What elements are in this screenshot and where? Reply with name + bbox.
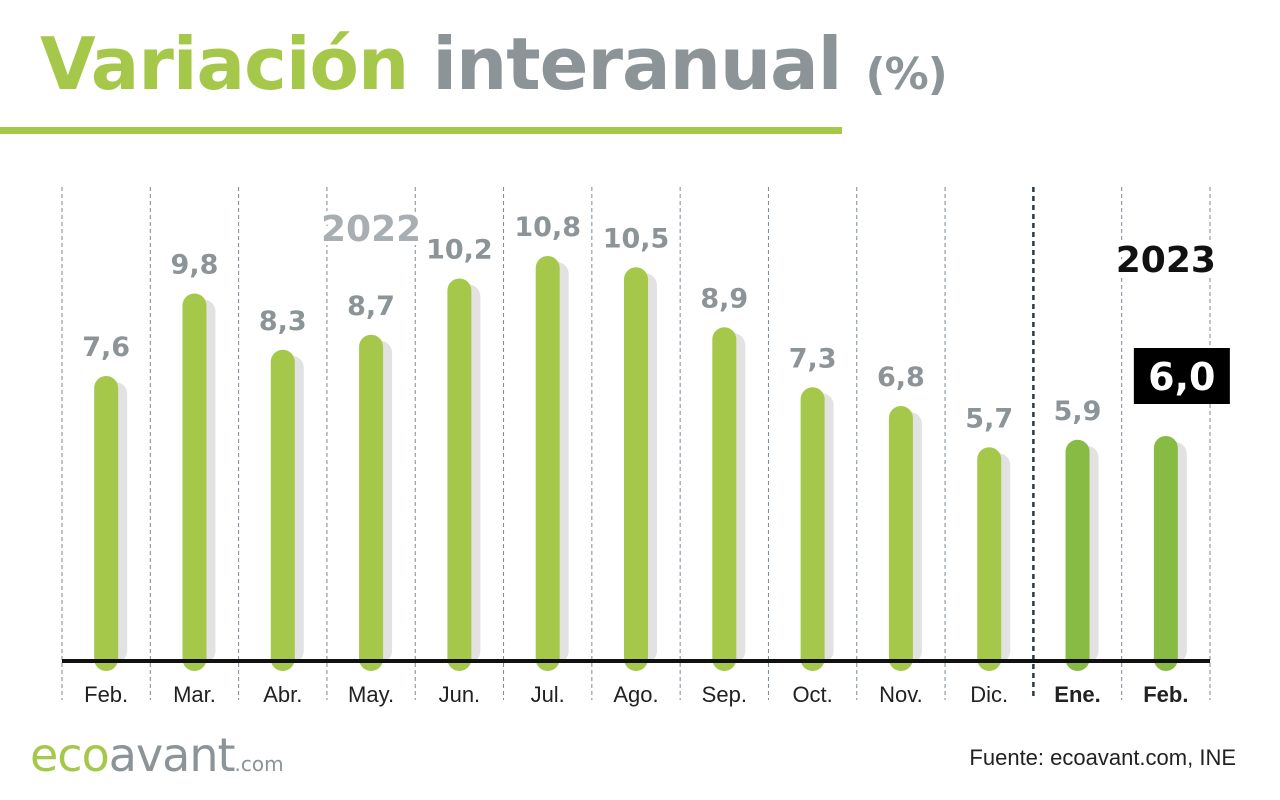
- bar: [712, 327, 737, 671]
- bar: [270, 349, 295, 671]
- value-label: 8,7: [347, 291, 395, 322]
- bar-chart: Feb. 7,6 Mar. 9,8 Abr. 8,3 May. 8,7 Jun. 10,2 Jul.…: [61, 187, 1230, 707]
- title-underline: [0, 127, 842, 134]
- category-label: Sep.: [702, 682, 747, 707]
- title-part-percent: (%): [865, 49, 947, 100]
- logo-eco: eco: [30, 728, 110, 782]
- category-label: Ago.: [613, 682, 658, 707]
- category-label: Oct.: [792, 682, 832, 707]
- value-label: 9,8: [171, 250, 219, 281]
- bar: [182, 293, 207, 671]
- category-label: Ene.: [1054, 682, 1100, 707]
- year-label: 2022: [321, 209, 421, 250]
- year-label: 2023: [1116, 240, 1216, 281]
- value-label: 7,6: [82, 332, 130, 363]
- value-label: 10,8: [514, 212, 581, 243]
- bar: [1065, 439, 1090, 671]
- value-label: 8,3: [259, 306, 307, 337]
- title-part-variacion: Variación: [40, 22, 409, 106]
- ecoavant-logo: ecoavant.com: [30, 728, 284, 782]
- category-label: Jul.: [531, 682, 565, 707]
- bar: [447, 278, 472, 671]
- value-label: 5,9: [1054, 396, 1102, 427]
- value-label: 10,5: [603, 223, 670, 254]
- category-label: Mar.: [173, 682, 216, 707]
- category-label: Nov.: [879, 682, 923, 707]
- bar: [977, 447, 1002, 671]
- category-label: May.: [348, 682, 394, 707]
- bar: [888, 406, 913, 671]
- bar: [94, 376, 119, 671]
- category-label: Feb.: [1143, 682, 1188, 707]
- value-label: 5,7: [965, 403, 1013, 434]
- category-label: Abr.: [263, 682, 302, 707]
- bar: [359, 334, 384, 671]
- logo-avant: avant: [108, 728, 236, 782]
- bar: [800, 387, 825, 671]
- value-label: 6,8: [877, 362, 925, 393]
- category-label: Jun.: [439, 682, 481, 707]
- bar: [535, 256, 560, 671]
- bar: [624, 267, 648, 671]
- source-note: Fuente: ecoavant.com, INE: [969, 745, 1236, 770]
- bar: [1153, 436, 1178, 671]
- logo-com: .com: [234, 752, 284, 776]
- title-part-interanual: interanual: [432, 22, 842, 106]
- highlight-box: [1133, 348, 1230, 404]
- value-label: 7,3: [789, 343, 837, 374]
- value-label: 8,9: [700, 283, 748, 314]
- value-label: 6,0: [1148, 355, 1215, 399]
- value-label: 10,2: [426, 235, 493, 266]
- category-label: Dic.: [970, 682, 1008, 707]
- category-label: Feb.: [84, 682, 128, 707]
- chart-title: Variación interanual (%): [40, 22, 948, 106]
